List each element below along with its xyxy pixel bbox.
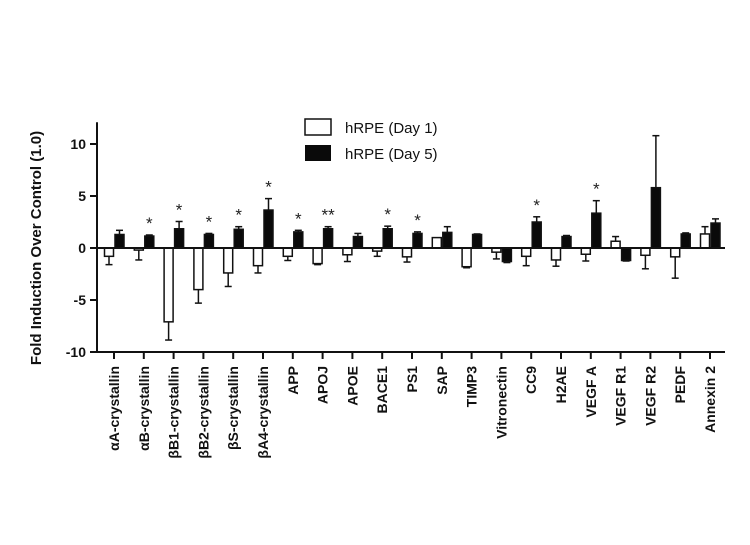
bar-day5	[620, 247, 632, 262]
significance-marker: *	[384, 205, 391, 224]
x-tick-label: VEGF R2	[642, 366, 658, 426]
bar-day1	[103, 247, 115, 258]
significance-marker: *	[146, 214, 153, 233]
x-tick-label: βB1-crystallin	[166, 366, 182, 459]
bar-day5	[471, 233, 483, 249]
y-tick-label: -10	[66, 344, 86, 360]
x-tick-label: Annexin 2	[702, 366, 718, 433]
bar-day1	[610, 240, 621, 249]
x-tick-label: SAP	[434, 366, 450, 395]
bar-day1	[461, 247, 472, 268]
bar-day5	[233, 228, 244, 249]
bar-day5	[293, 231, 304, 249]
bar-day5	[173, 228, 185, 249]
x-tick-label: CC9	[523, 366, 539, 394]
x-tick-label: TIMP3	[464, 366, 480, 407]
bar-day1	[431, 236, 443, 249]
x-tick-label: αA-crystallin	[106, 366, 122, 451]
bar-day5	[442, 231, 453, 249]
x-tick-label: βB2-crystallin	[195, 366, 211, 459]
x-tick-label: APOE	[344, 366, 360, 406]
significance-marker: *	[533, 196, 540, 215]
bar-day1	[163, 247, 174, 323]
bar-day1	[222, 247, 234, 274]
bar-day1	[699, 233, 711, 249]
bar-day5	[412, 232, 423, 249]
bar-day5	[650, 186, 662, 249]
bar-day1	[669, 247, 681, 258]
legend: hRPE (Day 1) hRPE (Day 5)	[304, 118, 438, 163]
x-tick-label: PEDF	[672, 366, 688, 404]
significance-marker: *	[414, 211, 421, 230]
bar-day1	[252, 247, 264, 267]
bar-day5	[322, 228, 334, 249]
significance-marker: *	[235, 206, 242, 225]
x-tick-label: VEGF R1	[613, 366, 629, 426]
bar-day5	[680, 233, 691, 249]
significance-marker: *	[295, 209, 302, 228]
bar-day5	[382, 228, 393, 249]
bar-day1	[282, 247, 294, 258]
x-tick-label: BACE1	[374, 366, 390, 414]
x-tick-label: βA4-crystallin	[255, 366, 271, 459]
bar-day1	[312, 247, 323, 265]
y-tick-label: 5	[78, 188, 86, 204]
y-tick-label: 0	[78, 240, 86, 256]
bar-day1	[640, 247, 651, 257]
x-tick-label: PS1	[404, 366, 420, 393]
legend-swatch-day5	[305, 145, 331, 161]
bar-day1	[342, 247, 353, 256]
bar-day1	[550, 247, 562, 261]
bar-day5	[501, 247, 513, 263]
bar-day5	[531, 221, 542, 249]
x-tick-label: Vitronectin	[493, 366, 509, 439]
bar-day5	[561, 235, 572, 249]
bar-day5	[710, 222, 721, 249]
x-tick-label: H2AE	[553, 366, 569, 403]
bar-day5	[263, 209, 274, 249]
x-tick-label: αB-crystallin	[136, 366, 152, 451]
x-tick-label: VEGF A	[583, 366, 599, 418]
bar-day5	[114, 233, 125, 249]
x-tick-label: APP	[285, 366, 301, 395]
x-tick-label: βS-crystallin	[225, 366, 241, 450]
bar-day1	[401, 247, 413, 258]
bar-day5	[203, 233, 215, 249]
significance-marker: *	[593, 180, 600, 199]
y-tick-label: -5	[74, 292, 87, 308]
significance-marker: *	[265, 178, 272, 197]
x-tick-label: APOJ	[315, 366, 331, 404]
bar-day5	[591, 212, 602, 249]
legend-label-day5: hRPE (Day 5)	[345, 146, 438, 163]
bar-day1	[193, 247, 204, 291]
significance-marker: **	[321, 206, 335, 225]
significance-marker: *	[176, 200, 183, 219]
significance-marker: *	[206, 212, 213, 231]
y-axis-label: Fold Induction Over Control (1.0)	[28, 131, 45, 365]
bar-day5	[352, 235, 364, 249]
y-tick-label: 10	[70, 136, 86, 152]
bar-day1	[520, 247, 532, 258]
legend-label-day1: hRPE (Day 1)	[345, 120, 438, 137]
bar-day5	[144, 235, 155, 249]
legend-swatch-day1	[304, 118, 332, 136]
